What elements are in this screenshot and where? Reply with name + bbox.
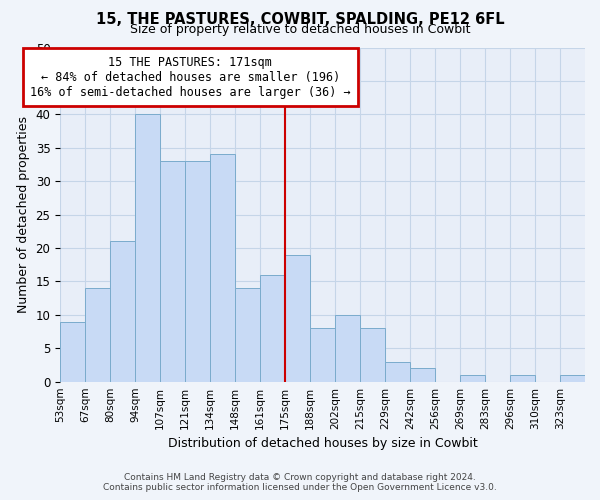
- Bar: [135, 114, 160, 382]
- Bar: [385, 362, 410, 382]
- Bar: [60, 322, 85, 382]
- Bar: [410, 368, 435, 382]
- Bar: [510, 375, 535, 382]
- Bar: [560, 375, 585, 382]
- Bar: [85, 288, 110, 382]
- Text: 15 THE PASTURES: 171sqm
← 84% of detached houses are smaller (196)
16% of semi-d: 15 THE PASTURES: 171sqm ← 84% of detache…: [30, 56, 350, 98]
- Y-axis label: Number of detached properties: Number of detached properties: [17, 116, 30, 313]
- Bar: [185, 161, 210, 382]
- Text: Contains HM Land Registry data © Crown copyright and database right 2024.
Contai: Contains HM Land Registry data © Crown c…: [103, 473, 497, 492]
- Bar: [160, 161, 185, 382]
- Text: Size of property relative to detached houses in Cowbit: Size of property relative to detached ho…: [130, 22, 470, 36]
- Text: 15, THE PASTURES, COWBIT, SPALDING, PE12 6FL: 15, THE PASTURES, COWBIT, SPALDING, PE12…: [95, 12, 505, 28]
- Bar: [310, 328, 335, 382]
- Bar: [360, 328, 385, 382]
- Bar: [235, 288, 260, 382]
- X-axis label: Distribution of detached houses by size in Cowbit: Distribution of detached houses by size …: [168, 437, 478, 450]
- Bar: [210, 154, 235, 382]
- Bar: [460, 375, 485, 382]
- Bar: [285, 254, 310, 382]
- Bar: [260, 274, 285, 382]
- Bar: [335, 315, 360, 382]
- Bar: [110, 242, 135, 382]
